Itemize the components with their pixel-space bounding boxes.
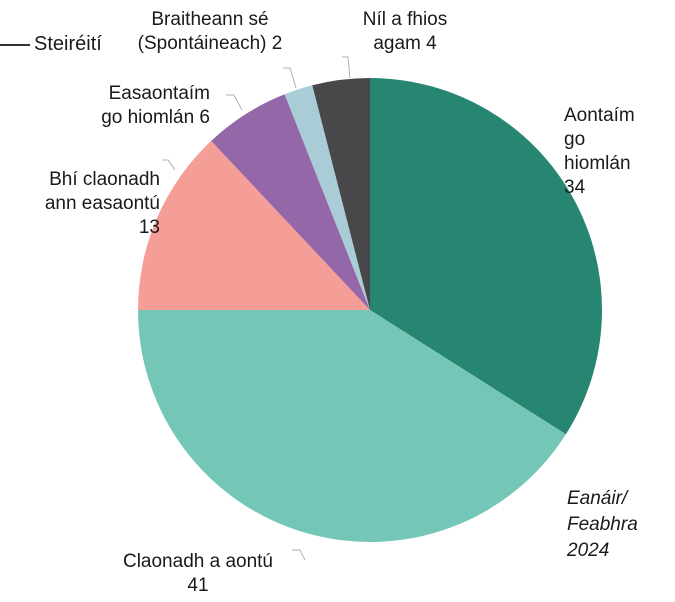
label-line: Bhí claonadh <box>49 169 160 190</box>
pie-slice-5 <box>312 78 370 310</box>
label-line: hiomlán <box>564 153 631 174</box>
pie-slices <box>138 78 602 542</box>
slice-label-bhi-claonadh-ann-easaontu: Bhí claonadh ann easaontú 13 <box>10 168 160 240</box>
pie-slice-1 <box>138 310 566 542</box>
legend: Steiréití <box>0 30 102 58</box>
label-line: agam 4 <box>373 33 437 54</box>
leader-line-4 <box>342 56 351 79</box>
slice-label-nil-a-fhios-agam: Níl a fhios agam 4 <box>325 8 485 56</box>
label-line: Braitheann sé <box>151 9 269 30</box>
slice-label-aontaim-go-hiomlan: Aontaím go hiomlán 34 <box>564 104 635 200</box>
period-line: 2024 <box>567 540 610 561</box>
label-line: Easaontaím <box>108 83 210 104</box>
period-label: Eanáir/ Feabhra 2024 <box>567 486 638 564</box>
pie-slice-4 <box>284 85 370 310</box>
leader-line-3 <box>283 67 297 89</box>
leader-line-1 <box>162 159 176 171</box>
leader-line-2 <box>226 94 243 111</box>
label-value: 13 <box>138 217 160 238</box>
label-value: 34 <box>564 177 586 198</box>
slice-label-claonadh-a-aontu: Claonadh a aontú 41 <box>78 550 318 598</box>
label-line: Níl a fhios <box>362 9 448 30</box>
label-line: (Spontáineach) 2 <box>137 33 283 54</box>
label-value: 41 <box>187 575 209 596</box>
slice-label-braitheann-se: Braitheann sé (Spontáineach) 2 <box>110 8 310 56</box>
leader-line-0 <box>292 549 306 561</box>
period-line: Eanáir/ <box>567 488 628 509</box>
label-line: ann easaontú <box>44 193 160 214</box>
label-line: Claonadh a aontú <box>122 551 273 572</box>
label-line: Aontaím <box>564 105 635 126</box>
period-line: Feabhra <box>567 514 638 535</box>
legend-dash <box>0 43 30 46</box>
slice-label-easaontaim-go-hiomlan: Easaontaím go hiomlán 6 <box>60 82 210 130</box>
legend-text: Steiréití <box>34 33 102 55</box>
label-line: go hiomlán 6 <box>101 107 210 128</box>
leader-lines <box>162 56 351 561</box>
pie-slice-3 <box>211 94 370 310</box>
pie-slice-2 <box>138 140 370 310</box>
label-line: go <box>564 129 586 150</box>
pie-slice-0 <box>370 78 602 435</box>
